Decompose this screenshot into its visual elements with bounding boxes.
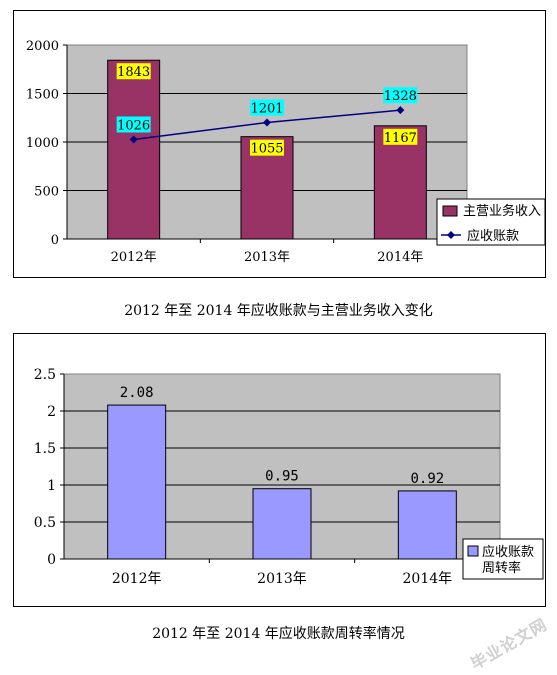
line-point [129,135,138,144]
y-tick-label: 1 [47,478,56,494]
y-tick-label: 1000 [26,136,59,151]
line-data-label: 1026 [117,118,150,133]
legend-swatch-bar [442,205,458,217]
y-tick-label: 0 [47,552,56,568]
bar [107,404,167,560]
legend-swatch-bar [467,545,479,557]
y-tick-label: 0.5 [34,515,56,531]
bar [107,59,161,240]
line-label-bg [383,87,418,104]
bar-data-label: 1167 [384,131,417,146]
y-tick-label: 2.5 [34,367,56,383]
x-tick-label: 2014年 [403,571,453,587]
x-tick-label: 2013年 [257,571,307,587]
line-label-bg [116,116,151,133]
y-tick-label: 500 [34,185,59,200]
legend-marker [447,231,455,239]
line-data-label: 1201 [250,102,283,117]
bar-label-bg [250,139,284,156]
chart-2-svg: 0 0.5 1 1.5 2 2.5 2012年 2013年 2014年 2.08 0.95 0.92 应… [34,367,544,587]
bar-data-label: 1843 [117,65,150,80]
legend-label: 主营业务收入 [463,203,541,219]
y-tick-label: 1500 [26,88,59,103]
line-point [396,106,405,115]
bar-data-label: 1055 [250,142,283,157]
y-tick-label: 2000 [26,39,59,54]
chart-2-frame: 0 0.5 1 1.5 2 2.5 2012年 2013年 2014年 2.08 0.95 0.92 应… [13,333,546,607]
bar-data-label: 0.92 [410,471,444,487]
bar-label-bg [116,63,151,80]
line-point [263,118,271,127]
bar [397,490,457,560]
y-tick-label: 1.5 [34,441,56,457]
y-tick-label: 2 [47,404,56,420]
bar-label-bg [383,128,418,145]
bar [252,488,312,560]
line-data-label: 1328 [384,89,417,104]
bar-data-label: 2.08 [120,385,154,401]
x-tick-label: 2014年 [377,250,423,265]
legend-label: 应收账款 [467,228,519,244]
x-tick-label: 2013年 [244,250,290,265]
y-tick-label: 0 [51,233,59,248]
x-tick-label: 2012年 [112,571,162,587]
line-label-bg [250,99,284,116]
bar-data-label: 0.95 [265,469,299,485]
chart-2-caption: 2012 年至 2014 年应收账款周转率情况 [152,626,405,642]
chart-1-frame: 0 500 1000 1500 2000 2012年 2013年 2014年 1843 1055 1… [13,10,546,278]
legend-label: 应收账款周转率 [482,544,534,576]
chart-1-svg: 0 500 1000 1500 2000 2012年 2013年 2014年 1843 1055 1… [26,39,546,265]
x-tick-label: 2012年 [111,250,157,265]
chart-1-caption: 2012 年至 2014 年应收账款与主营业务收入变化 [124,303,433,319]
